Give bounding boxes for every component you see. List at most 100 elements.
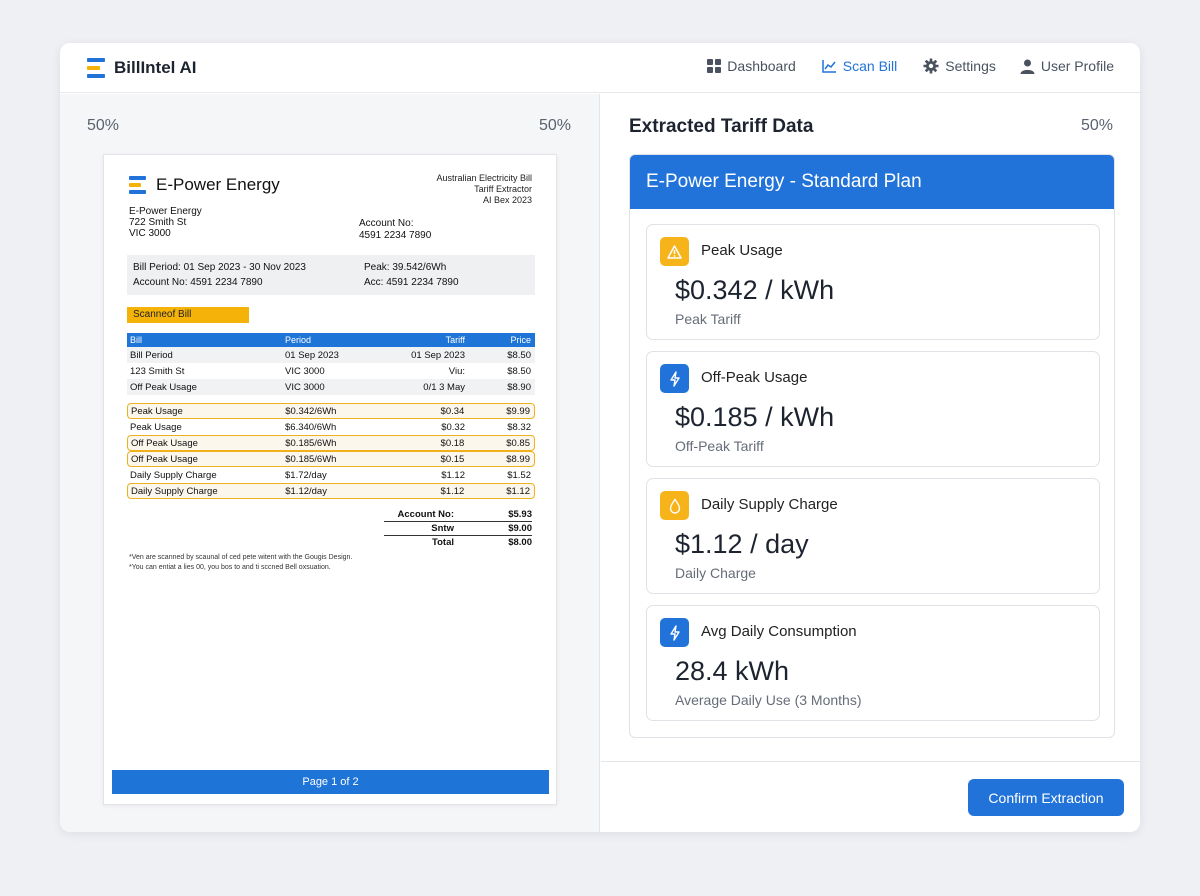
table-cell: $9.99	[506, 405, 530, 417]
table-cell: $8.50	[507, 349, 531, 361]
table-row-highlighted: Off Peak Usage $0.185/6Wh $0.15 $8.99	[127, 451, 535, 467]
table-cell: $0.185/6Wh	[285, 453, 337, 465]
user-icon	[1020, 59, 1035, 74]
card-value: $0.185 / kWh	[675, 402, 835, 432]
table-cell: Off Peak Usage	[131, 453, 198, 465]
table-cell: VIC 3000	[285, 365, 325, 377]
warning-icon	[660, 237, 689, 266]
doc-account-value: 4591 2234 7890	[359, 230, 432, 241]
doc-logo: E-Power Energy	[129, 175, 280, 195]
table-row-highlighted: Peak Usage $0.342/6Wh $0.34 $9.99	[127, 403, 535, 419]
table-cell: Off Peak Usage	[131, 437, 198, 449]
table-cell: $1.12/day	[285, 485, 327, 497]
card-subtitle: Average Daily Use (3 Months)	[675, 692, 862, 708]
totals-row: Total $8.00	[384, 535, 532, 549]
totals-row: Sntw $9.00	[384, 521, 532, 535]
totals-value: $9.00	[508, 523, 532, 534]
card-avg-daily-consumption[interactable]: Avg Daily Consumption 28.4 kWh Average D…	[646, 605, 1100, 721]
table-cell: Daily Supply Charge	[130, 469, 217, 481]
card-peak-usage[interactable]: Peak Usage $0.342 / kWh Peak Tariff	[646, 224, 1100, 340]
zoom-level-left[interactable]: 50%	[87, 117, 120, 134]
table-cell: $1.12	[441, 469, 465, 481]
app-window: BillIntel AI Dashboard Scan Bill Setting…	[60, 43, 1140, 832]
totals-value: $5.93	[508, 508, 532, 520]
table-cell: $0.18	[440, 437, 465, 449]
table-row: Off Peak Usage VIC 3000 0/1 3 May $8.90	[127, 379, 535, 395]
doc-summary-peak: Peak: 39.542/6Wh	[364, 262, 447, 273]
table-cell: $6.340/6Wh	[285, 421, 337, 433]
table-row: 123 Smith St VIC 3000 Viu: $8.50	[127, 363, 535, 379]
table-header-cell: Tariff	[445, 335, 465, 345]
table-cell: $0.85	[506, 437, 530, 449]
app-name: BillIntel AI	[114, 58, 197, 77]
gear-icon	[923, 58, 939, 74]
grid-icon	[707, 59, 722, 73]
card-daily-supply-charge[interactable]: Daily Supply Charge $1.12 / day Daily Ch…	[646, 478, 1100, 594]
chart-line-icon	[822, 60, 836, 73]
table-header-cell: Price	[510, 335, 531, 345]
table-cell: $8.99	[506, 453, 530, 465]
nav-settings[interactable]: Settings	[923, 58, 996, 74]
nav-user-profile[interactable]: User Profile	[1020, 58, 1114, 74]
extracted-data-title: Extracted Tariff Data	[629, 116, 814, 137]
table-header-cell: Bill	[130, 335, 143, 345]
table-cell: 123 Smith St	[130, 365, 185, 377]
doc-page-indicator: Page 1 of 2	[112, 770, 549, 794]
table-cell: Bill Period	[130, 349, 173, 361]
doc-footnote: *Ven are scanned by scaunal of ced pete …	[129, 554, 353, 561]
table-cell: 0/1 3 May	[423, 381, 465, 393]
doc-bill-table: Bill Period Tariff Price Bill Period 01 …	[127, 333, 535, 499]
table-cell: $8.50	[507, 365, 531, 377]
table-cell: 01 Sep 2023	[285, 349, 339, 361]
table-cell: $1.12	[506, 485, 530, 497]
table-cell: $8.32	[507, 421, 531, 433]
doc-company-name: E-Power Energy	[156, 175, 280, 194]
card-subtitle: Daily Charge	[675, 565, 756, 581]
table-cell: $0.185/6Wh	[285, 437, 337, 449]
nav-scan-bill[interactable]: Scan Bill	[822, 58, 897, 74]
totals-row: Account No: $5.93	[384, 507, 532, 521]
bolt-icon	[660, 618, 689, 647]
zoom-level-right-pane[interactable]: 50%	[1080, 117, 1113, 134]
card-subtitle: Off-Peak Tariff	[675, 438, 764, 454]
extracted-data-pane: Extracted Tariff Data 50% E-Power Energy…	[601, 94, 1140, 832]
table-cell: 01 Sep 2023	[411, 349, 465, 361]
confirm-extraction-button[interactable]: Confirm Extraction	[968, 779, 1124, 816]
table-row: Daily Supply Charge $1.72/day $1.12 $1.5…	[127, 467, 535, 483]
table-header-cell: Period	[285, 335, 312, 345]
top-nav: Dashboard Scan Bill Settings User Profil…	[681, 58, 1114, 74]
table-row: Peak Usage $6.340/6Wh $0.32 $8.32	[127, 419, 535, 435]
table-header: Bill Period Tariff Price	[127, 333, 535, 347]
doc-account: Account No: 4591 2234 7890	[359, 218, 431, 242]
zoom-level-right[interactable]: 50%	[538, 117, 571, 134]
table-row-highlighted: Daily Supply Charge $1.12/day $1.12 $1.1…	[127, 483, 535, 499]
doc-footnotes: *Ven are scanned by scaunal of ced pete …	[129, 553, 352, 573]
doc-address-line: E-Power Energy	[129, 206, 202, 217]
card-title: Off-Peak Usage	[701, 369, 808, 386]
table-cell: $1.12	[440, 485, 465, 497]
table-row: Bill Period 01 Sep 2023 01 Sep 2023 $8.5…	[127, 347, 535, 363]
nav-dashboard-label: Dashboard	[727, 58, 796, 74]
totals-label: Sntw	[431, 523, 454, 534]
nav-settings-label: Settings	[945, 58, 996, 74]
totals-label: Total	[432, 537, 454, 548]
card-off-peak-usage[interactable]: Off-Peak Usage $0.185 / kWh Off-Peak Tar…	[646, 351, 1100, 467]
doc-header-line: AI Bex 2023	[482, 195, 532, 205]
table-cell: Viu:	[448, 365, 465, 377]
doc-footnote: *You can entiat a lies 00, you bos to an…	[129, 564, 331, 571]
tariff-panel: E-Power Energy - Standard Plan Peak Usag…	[629, 154, 1115, 738]
table-cell: VIC 3000	[285, 381, 325, 393]
doc-address: E-Power Energy 722 Smith St VIC 3000	[129, 206, 202, 239]
doc-totals: Account No: $5.93 Sntw $9.00 Total $8.00	[384, 507, 532, 549]
doc-summary-acc: Acc: 4591 2234 7890	[364, 277, 459, 288]
drop-icon	[660, 491, 689, 520]
table-cell: $0.342/6Wh	[285, 405, 337, 417]
card-value: $0.342 / kWh	[675, 275, 835, 305]
doc-summary-period: Bill Period: 01 Sep 2023 - 30 Nov 2023	[133, 262, 306, 273]
table-cell: $0.34	[440, 405, 465, 417]
logo-icon	[87, 58, 105, 78]
table-cell: $8.90	[507, 381, 531, 393]
app-logo[interactable]: BillIntel AI	[87, 57, 197, 79]
nav-scan-bill-label: Scan Bill	[842, 58, 898, 74]
nav-dashboard[interactable]: Dashboard	[707, 58, 796, 74]
